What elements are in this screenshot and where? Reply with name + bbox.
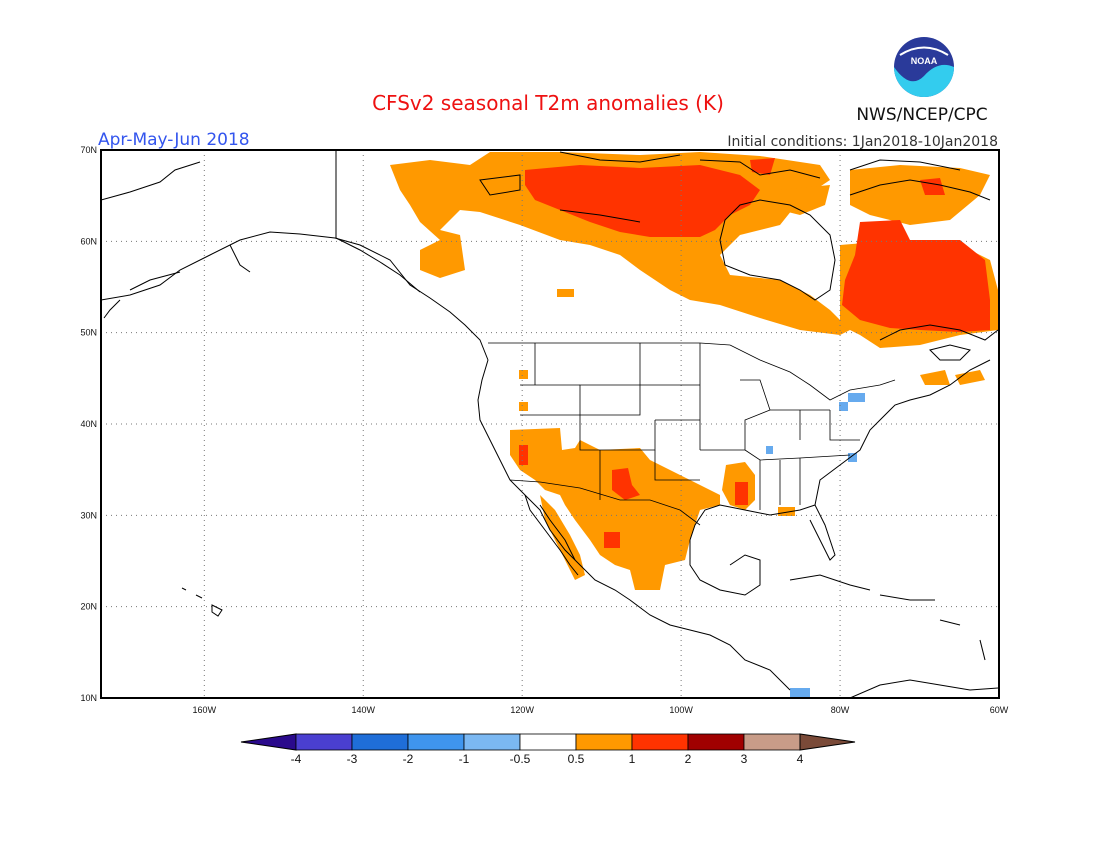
legend-label: -2 xyxy=(403,752,414,766)
lat-label: 50N xyxy=(80,328,97,338)
lon-label: 100W xyxy=(669,705,693,715)
map-title: CFSv2 seasonal T2m anomalies (K) xyxy=(372,91,724,115)
map-area xyxy=(101,150,999,698)
longitude-labels: 160W 140W 120W 100W 80W 60W xyxy=(193,705,1009,715)
legend-arrow-high xyxy=(799,733,856,751)
lat-label: 10N xyxy=(80,693,97,703)
legend-swatch xyxy=(351,733,409,751)
legend-label: -4 xyxy=(291,752,302,766)
agency-label: NWS/NCEP/CPC xyxy=(856,105,987,125)
legend-swatch xyxy=(631,733,689,751)
legend-swatch xyxy=(743,733,801,751)
noaa-logo-text: NOAA xyxy=(911,56,938,66)
initial-conditions-label: Initial conditions: 1Jan2018-10Jan2018 xyxy=(727,134,998,150)
legend-swatch xyxy=(407,733,465,751)
legend-label: 1 xyxy=(629,752,636,766)
legend-label: -3 xyxy=(347,752,358,766)
lon-label: 120W xyxy=(510,705,534,715)
latitude-labels: 70N 60N 50N 40N 30N 20N 10N xyxy=(80,145,97,703)
map-frame xyxy=(100,149,1000,699)
legend-swatch xyxy=(575,733,633,751)
legend-arrow-low xyxy=(240,733,297,751)
color-scale-legend: -4 -3 -2 -1 -0.5 0.5 1 2 3 4 xyxy=(240,733,856,766)
legend-swatch xyxy=(295,733,353,751)
lat-label: 70N xyxy=(80,145,97,155)
lon-label: 80W xyxy=(831,705,850,715)
lat-label: 30N xyxy=(80,510,97,520)
legend-label: 3 xyxy=(741,752,748,766)
political-boundaries xyxy=(488,342,896,526)
legend-label: -0.5 xyxy=(510,752,531,766)
lat-label: 20N xyxy=(80,602,97,612)
season-label: Apr-May-Jun 2018 xyxy=(98,130,250,150)
lon-label: 60W xyxy=(990,705,1009,715)
coastlines xyxy=(101,150,999,698)
anomaly-red-regions xyxy=(519,158,990,548)
legend-swatch xyxy=(687,733,745,751)
lat-label: 40N xyxy=(80,419,97,429)
lon-label: 160W xyxy=(193,705,217,715)
noaa-logo-icon: NOAA xyxy=(894,37,954,97)
legend-swatch xyxy=(463,733,521,751)
lat-label: 60N xyxy=(80,236,97,246)
legend-label: 4 xyxy=(797,752,804,766)
lon-label: 140W xyxy=(351,705,375,715)
legend-label: -1 xyxy=(459,752,470,766)
legend-label: 0.5 xyxy=(568,752,585,766)
anomaly-blue-regions xyxy=(766,393,865,698)
legend-swatch xyxy=(519,733,577,751)
legend-label: 2 xyxy=(685,752,692,766)
